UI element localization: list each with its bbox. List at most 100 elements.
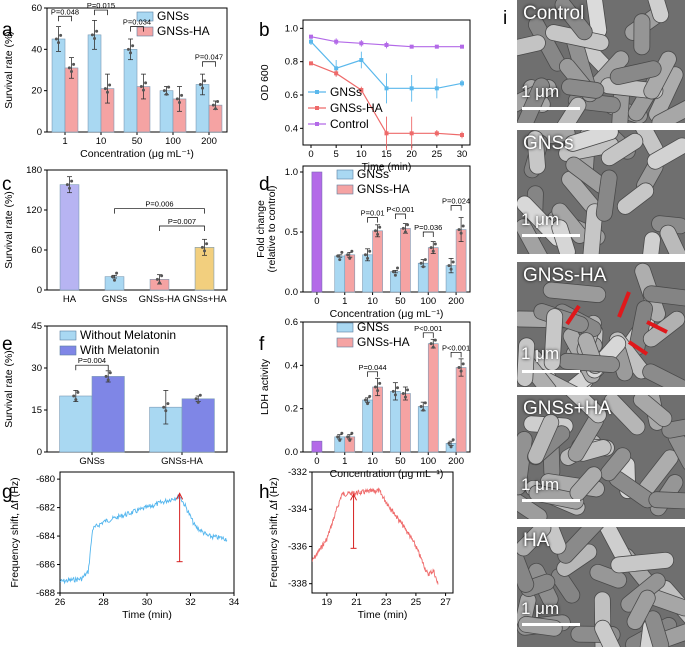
shift-arrow-head — [350, 493, 358, 501]
y-tick-label: 0.0 — [285, 287, 298, 298]
data-point — [376, 232, 380, 236]
y-tick-label: -332 — [288, 467, 307, 478]
y-tick-label: 0.8 — [285, 57, 298, 68]
sem-image-gnss: GNSs 1 μm — [517, 130, 685, 254]
data-point — [338, 438, 342, 442]
scale-bar — [522, 623, 580, 626]
data-point — [431, 345, 435, 349]
x-tick-label: 50 — [132, 136, 143, 147]
data-point — [368, 394, 372, 398]
data-point — [177, 101, 181, 105]
data-point — [93, 36, 97, 40]
x-tick-label: 30 — [457, 149, 468, 160]
data-point — [451, 438, 455, 442]
y-tick-label: 30 — [31, 363, 42, 374]
data-point — [459, 231, 463, 235]
legend-label: GNSs — [357, 167, 389, 181]
data-point — [409, 44, 414, 49]
data-point — [461, 224, 465, 228]
bacterium-rod — [517, 34, 546, 60]
y-tick-label: -682 — [36, 503, 55, 514]
data-point — [447, 441, 451, 445]
data-point — [447, 264, 451, 268]
data-point — [457, 366, 461, 369]
x-tick-label: 21 — [351, 597, 362, 608]
data-point — [129, 51, 133, 55]
data-point — [396, 266, 400, 270]
x-tick-label: 32 — [185, 597, 196, 608]
chart-c: 0 60 120 180 Survival rate (%) HA GNSs GNSs-HA G… — [3, 165, 228, 305]
y-tick-label: 60 — [31, 245, 42, 256]
p-value-label: P=0.024 — [442, 197, 470, 206]
x-tick-label: 15 — [381, 149, 392, 160]
bacterium-rod — [610, 551, 675, 574]
data-point — [384, 86, 389, 91]
data-point — [391, 389, 395, 393]
data-point — [393, 273, 397, 277]
p-value-label: P<0.001 — [386, 205, 414, 214]
x-tick-label: 200 — [448, 456, 464, 467]
data-point — [396, 386, 400, 390]
bacterium-rod — [642, 285, 685, 307]
x-tick-label: 23 — [381, 597, 392, 608]
legend-swatch — [136, 11, 154, 22]
x-tick-label: 19 — [322, 597, 333, 608]
y-axis-label: Frequency shift, Δf (Hz) — [9, 477, 21, 587]
x-tick-label: 100 — [165, 136, 181, 147]
bacterium-rod — [526, 130, 546, 175]
data-point — [378, 381, 382, 385]
y-axis-label: Fold change — [255, 200, 267, 258]
data-point — [340, 250, 344, 254]
y-axis-label-2: (relative to control) — [266, 186, 278, 273]
sem-label: GNSs+HA — [523, 398, 612, 419]
bar — [334, 255, 346, 293]
x-tick-label: GNSs+HA — [182, 294, 227, 305]
scale-bar-label: 1 μm — [521, 82, 560, 101]
significance-bracket — [395, 213, 406, 219]
panel-label-b: b — [259, 20, 270, 41]
data-point — [194, 397, 198, 401]
bacterium-rod — [633, 13, 651, 56]
data-point — [363, 253, 367, 257]
x-tick-label: 28 — [98, 597, 109, 608]
chart-d: 0.0 0.5 1.0 Fold change (relative to control… — [255, 165, 471, 320]
significance-bracket — [75, 364, 109, 371]
plot-frame — [46, 325, 228, 453]
data-point — [376, 389, 380, 393]
data-point — [434, 86, 439, 91]
data-point — [336, 435, 340, 439]
x-tick-label: GNSs — [79, 456, 105, 467]
bacterium-rod — [517, 431, 533, 496]
bacterium-rod — [626, 589, 656, 630]
x-axis-label: Time (min) — [362, 161, 412, 173]
plot-frame — [302, 165, 471, 293]
data-point — [113, 278, 116, 282]
x-axis-label: Concentration (μg mL⁻¹) — [330, 308, 444, 320]
scale-bar — [522, 234, 580, 237]
sem-image-gnss-plus-ha: GNSs+HA 1 μm — [517, 395, 685, 519]
data-point — [54, 37, 58, 41]
panel-label-g: g — [2, 482, 13, 503]
data-point — [393, 393, 397, 397]
bar-control — [311, 171, 323, 293]
data-point — [449, 445, 453, 449]
y-tick-label: 0 — [37, 127, 42, 138]
data-point — [205, 242, 209, 246]
scale-bar-label: 1 μm — [521, 344, 560, 363]
bacterium-rod — [603, 395, 646, 436]
data-point — [70, 179, 74, 183]
chart-e: 0 15 30 45 Survival rate (%) GNSs GNSs-HA Witho… — [3, 321, 228, 467]
bar — [390, 391, 401, 453]
data-point — [421, 265, 425, 269]
x-tick-label: 0 — [314, 296, 319, 307]
bar — [417, 406, 429, 453]
data-point — [401, 392, 405, 395]
x-tick-label: 20 — [406, 149, 417, 160]
data-point — [409, 131, 414, 136]
data-point — [429, 246, 433, 250]
data-point — [460, 44, 464, 49]
bar — [427, 247, 439, 293]
data-point — [338, 258, 342, 262]
p-value-label: P=0.004 — [78, 356, 106, 365]
x-tick-label: GNSs-HA — [161, 456, 203, 467]
